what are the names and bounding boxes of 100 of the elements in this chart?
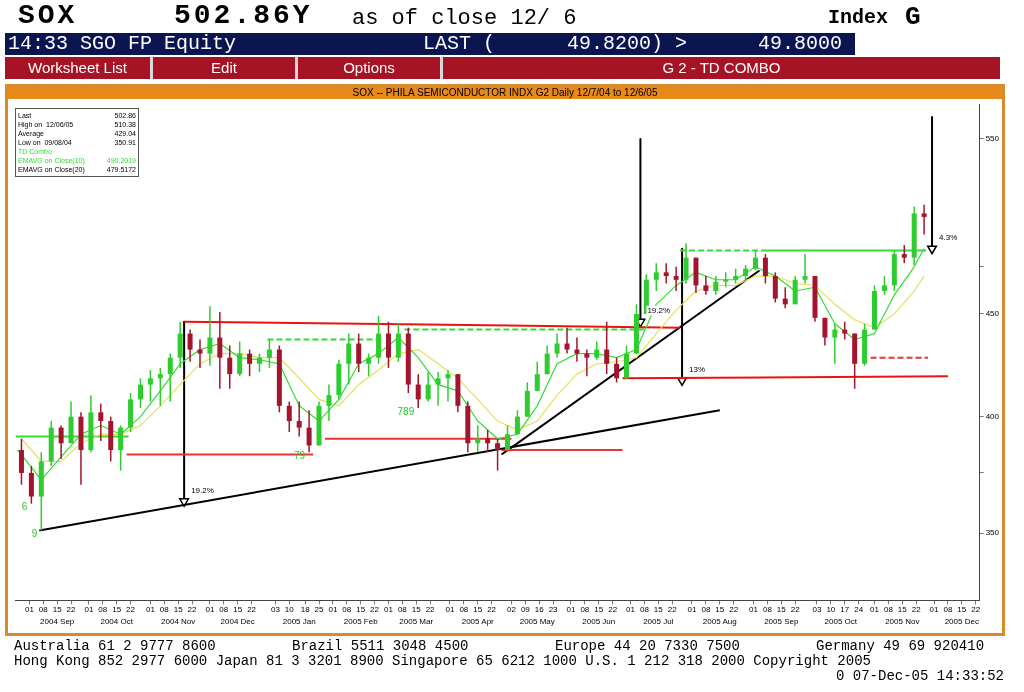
x-tick-label: 15 <box>715 605 725 615</box>
x-tick-label: 22 <box>729 605 739 615</box>
text: Edit <box>211 59 237 76</box>
x-tick-label: 08 <box>943 605 953 615</box>
text: 2004 Sep <box>40 617 75 627</box>
annotation: 19.2% <box>191 485 214 495</box>
x-tick-label: 08 <box>580 605 590 615</box>
x-tick-label: 01 <box>566 605 576 615</box>
text: 2005 Jun <box>582 617 616 627</box>
x-tick-label: 25 <box>314 605 325 615</box>
text: Brazil 5511 3048 4500 <box>292 638 469 654</box>
x-tick-label: 08 <box>38 605 49 615</box>
x-tick-label: 15 <box>594 605 604 615</box>
text: 0 07-Dec-05 14:33:52 <box>835 668 1004 684</box>
x-tick-label: 08 <box>459 605 469 615</box>
x-tick-label: 15 <box>52 605 63 615</box>
x-tick-label: 15 <box>653 605 664 615</box>
x-tick-label: 08 <box>159 605 170 615</box>
text: 2005 Jul <box>643 617 674 627</box>
annotation: 6 <box>21 501 28 513</box>
text: 2004 Oct <box>100 617 134 627</box>
text: Index <box>828 6 889 29</box>
x-tick-label: 15 <box>356 605 366 615</box>
y-tick-label: 350 <box>985 528 1000 538</box>
text: 2005 Jan <box>282 617 316 627</box>
x-tick-label: 18 <box>300 605 311 615</box>
x-tick-label: 22 <box>425 605 436 615</box>
text: G 2 - TD COMBO <box>662 59 781 76</box>
x-tick-label: 08 <box>397 605 408 615</box>
x-tick-label: 08 <box>762 605 773 615</box>
text: 49.8000 <box>758 32 843 55</box>
x-tick-label: 15 <box>173 605 184 615</box>
x-tick-label: 01 <box>384 605 394 615</box>
x-tick-label: 01 <box>626 605 636 615</box>
text: 2005 May <box>519 617 555 627</box>
text: Hong Kong 852 2977 6000 Japan 81 3 3201 8900 Singapore 65 6212 1000 U.S. 1 212 318 2000 Copyright 2005 <box>14 653 871 669</box>
annotation: 4.3% <box>939 232 958 242</box>
x-tick-label: 15 <box>473 605 483 615</box>
text: 2004 Dec <box>220 617 255 627</box>
x-tick-label: 09 <box>520 605 531 615</box>
text: Worksheet List <box>28 59 127 76</box>
text: Australia 61 2 9777 8600 <box>14 638 216 654</box>
x-tick-label: 08 <box>219 605 229 615</box>
chart-title: SOX -- PHILA SEMICONDUCTOR INDX G2 Daily 12/7/04 to 12/6/05 <box>8 87 1002 99</box>
x-tick-label: 10 <box>284 605 295 615</box>
x-tick-label: 24 <box>854 605 864 615</box>
text: Options <box>343 59 395 76</box>
x-tick-label: 02 <box>507 605 517 615</box>
x-tick-label: 01 <box>145 605 156 615</box>
text: 2005 Aug <box>702 617 737 627</box>
x-tick-label: 22 <box>126 605 136 615</box>
x-tick-label: 01 <box>328 605 338 615</box>
x-tick-label: 08 <box>639 605 650 615</box>
text: Europe 44 20 7330 7500 <box>555 638 740 654</box>
text: 2005 Oct <box>824 617 858 627</box>
x-tick-label: 01 <box>929 605 940 615</box>
annotation: 19.2% <box>647 305 671 315</box>
x-tick-label: 08 <box>701 605 711 615</box>
y-tick-label: 550 <box>985 134 1000 144</box>
x-tick-label: 15 <box>112 605 122 615</box>
x-tick-label: 22 <box>187 605 198 615</box>
x-tick-label: 10 <box>826 605 836 615</box>
text: as of close 12/ 6 <box>352 6 577 31</box>
x-tick-label: 22 <box>911 605 922 615</box>
annotation: 9 <box>31 528 38 540</box>
x-tick-label: 15 <box>411 605 422 615</box>
text: Germany 49 69 920410 <box>816 638 985 654</box>
text: G <box>905 2 921 32</box>
annotation: 789 <box>397 405 415 417</box>
x-tick-label: 03 <box>812 605 822 615</box>
x-tick-label: 22 <box>66 605 77 615</box>
x-tick-label: 01 <box>687 605 697 615</box>
text: 2005 Feb <box>343 617 379 627</box>
x-tick-label: 01 <box>870 605 880 615</box>
x-tick-label: 15 <box>897 605 908 615</box>
text: 2005 Dec <box>944 617 979 627</box>
x-tick-label: 08 <box>342 605 352 615</box>
x-tick-label: 15 <box>957 605 967 615</box>
x-tick-label: 01 <box>205 605 215 615</box>
text: 2004 Nov <box>161 617 196 627</box>
x-tick-label: 15 <box>776 605 787 615</box>
text: LAST ( 49.8200) > <box>423 32 688 55</box>
x-tick-label: 03 <box>270 605 281 615</box>
text: 2005 Nov <box>885 617 920 627</box>
x-tick-label: 01 <box>84 605 94 615</box>
text: 14:33 SGO FP Equity <box>8 32 237 55</box>
x-tick-label: 01 <box>24 605 35 615</box>
x-tick-label: 01 <box>445 605 455 615</box>
y-tick-label: 400 <box>985 411 1000 421</box>
annotation: 13% <box>689 364 706 374</box>
x-tick-label: 08 <box>98 605 108 615</box>
text: 502.86Y <box>174 0 313 31</box>
x-tick-label: 23 <box>548 605 559 615</box>
x-tick-label: 22 <box>608 605 618 615</box>
y-tick-label: 450 <box>985 309 1000 319</box>
x-tick-label: 22 <box>247 605 257 615</box>
x-tick-label: 22 <box>487 605 497 615</box>
x-tick-label: 16 <box>534 605 545 615</box>
text: 2005 Mar <box>399 617 434 627</box>
text: SOX <box>18 0 78 31</box>
